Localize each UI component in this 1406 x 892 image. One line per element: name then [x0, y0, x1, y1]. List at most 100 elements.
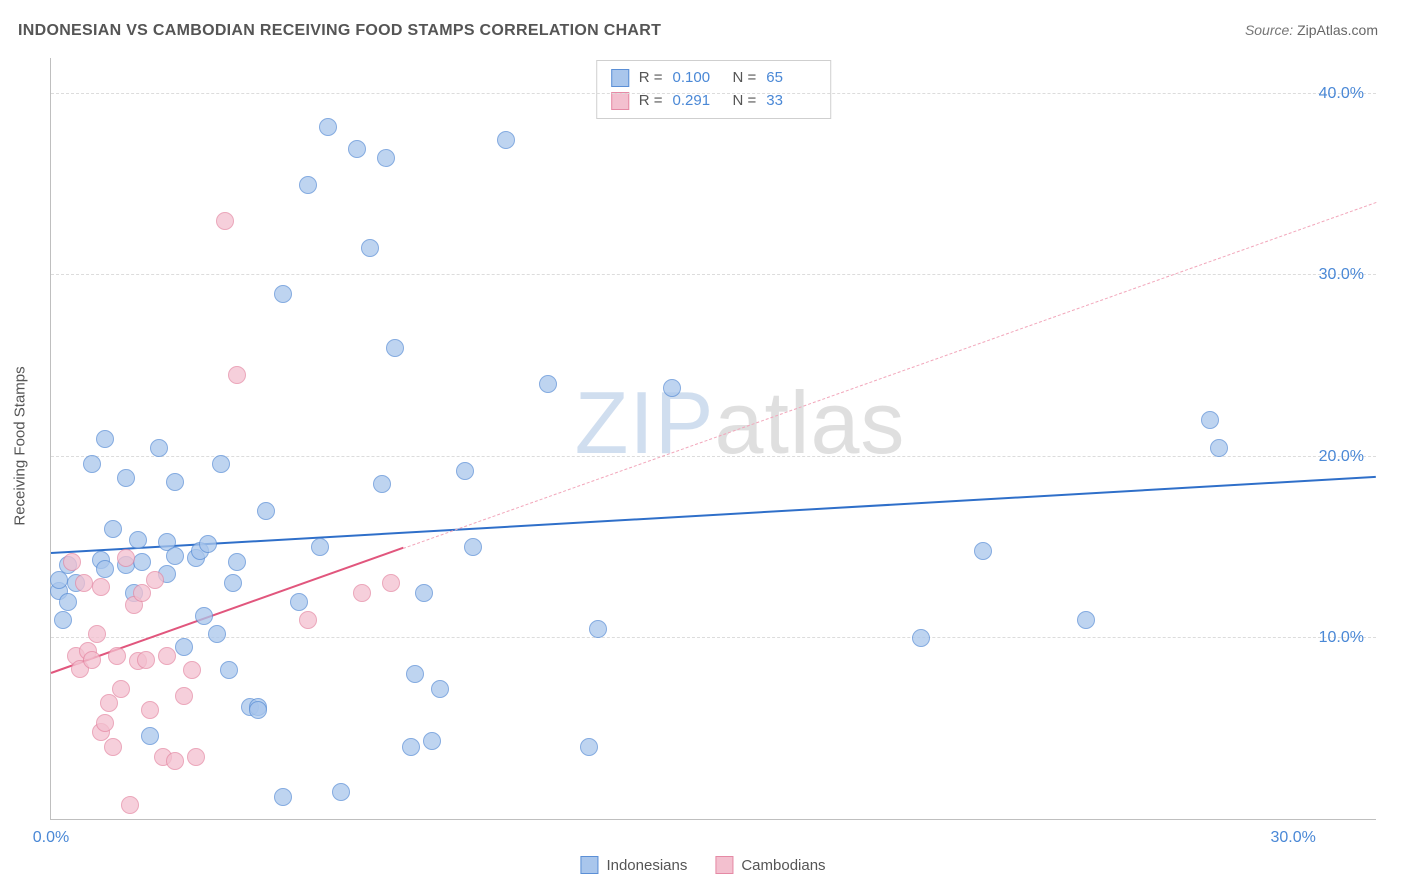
- data-point: [415, 584, 433, 602]
- plot-area: ZIPatlas R = 0.100 N = 65 R = 0.291 N = …: [50, 58, 1376, 820]
- data-point: [63, 553, 81, 571]
- watermark-part-b: atlas: [715, 373, 906, 472]
- y-tick-label: 30.0%: [1319, 266, 1364, 284]
- data-point: [187, 748, 205, 766]
- data-point: [208, 625, 226, 643]
- legend-swatch-1: [611, 92, 629, 110]
- data-point: [257, 502, 275, 520]
- data-point: [406, 665, 424, 683]
- data-point: [75, 574, 93, 592]
- data-point: [311, 538, 329, 556]
- data-point: [100, 694, 118, 712]
- data-point: [431, 680, 449, 698]
- data-point: [912, 629, 930, 647]
- data-point: [199, 535, 217, 553]
- data-point: [212, 455, 230, 473]
- data-point: [274, 788, 292, 806]
- data-point: [121, 796, 139, 814]
- legend-bottom-item-0: Indonesians: [580, 856, 687, 874]
- data-point: [249, 701, 267, 719]
- data-point: [166, 473, 184, 491]
- data-point: [220, 661, 238, 679]
- data-point: [1210, 439, 1228, 457]
- x-tick-label: 0.0%: [33, 829, 69, 847]
- gridline: [51, 274, 1376, 275]
- data-point: [150, 439, 168, 457]
- legend-bottom: Indonesians Cambodians: [580, 856, 825, 874]
- source-value: ZipAtlas.com: [1297, 22, 1378, 38]
- data-point: [117, 549, 135, 567]
- data-point: [175, 687, 193, 705]
- data-point: [402, 738, 420, 756]
- data-point: [299, 611, 317, 629]
- data-point: [228, 366, 246, 384]
- data-point: [195, 607, 213, 625]
- data-point: [382, 574, 400, 592]
- data-point: [377, 149, 395, 167]
- data-point: [112, 680, 130, 698]
- trend-line: [51, 476, 1376, 554]
- data-point: [224, 574, 242, 592]
- data-point: [464, 538, 482, 556]
- legend-N-value-0: 65: [766, 67, 816, 90]
- data-point: [141, 701, 159, 719]
- data-point: [175, 638, 193, 656]
- data-point: [183, 661, 201, 679]
- legend-R-value-0: 0.100: [673, 67, 723, 90]
- data-point: [423, 732, 441, 750]
- data-point: [274, 285, 292, 303]
- x-tick-label: 30.0%: [1271, 829, 1316, 847]
- data-point: [96, 714, 114, 732]
- data-point: [589, 620, 607, 638]
- data-point: [1077, 611, 1095, 629]
- source-attribution: Source: ZipAtlas.com: [1245, 22, 1378, 38]
- data-point: [59, 593, 77, 611]
- y-axis-label: Receiving Food Stamps: [12, 366, 29, 525]
- data-point: [104, 520, 122, 538]
- data-point: [974, 542, 992, 560]
- data-point: [133, 553, 151, 571]
- data-point: [539, 375, 557, 393]
- y-tick-label: 40.0%: [1319, 85, 1364, 103]
- legend-bottom-item-1: Cambodians: [715, 856, 825, 874]
- data-point: [83, 651, 101, 669]
- data-point: [83, 455, 101, 473]
- data-point: [319, 118, 337, 136]
- data-point: [108, 647, 126, 665]
- gridline: [51, 456, 1376, 457]
- data-point: [386, 339, 404, 357]
- data-point: [146, 571, 164, 589]
- data-point: [104, 738, 122, 756]
- gridline: [51, 93, 1376, 94]
- data-point: [129, 531, 147, 549]
- legend-bottom-swatch-0: [580, 856, 598, 874]
- data-point: [348, 140, 366, 158]
- y-tick-label: 10.0%: [1319, 629, 1364, 647]
- data-point: [456, 462, 474, 480]
- y-tick-label: 20.0%: [1319, 448, 1364, 466]
- legend-R-label-0: R =: [639, 67, 663, 90]
- data-point: [158, 647, 176, 665]
- data-point: [373, 475, 391, 493]
- data-point: [54, 611, 72, 629]
- data-point: [228, 553, 246, 571]
- legend-N-label-0: N =: [733, 67, 757, 90]
- data-point: [137, 651, 155, 669]
- data-point: [88, 625, 106, 643]
- data-point: [299, 176, 317, 194]
- data-point: [353, 584, 371, 602]
- chart-container: INDONESIAN VS CAMBODIAN RECEIVING FOOD S…: [0, 0, 1406, 892]
- data-point: [166, 752, 184, 770]
- data-point: [332, 783, 350, 801]
- data-point: [290, 593, 308, 611]
- gridline: [51, 637, 1376, 638]
- data-point: [497, 131, 515, 149]
- legend-stats-row-0: R = 0.100 N = 65: [611, 67, 817, 90]
- legend-bottom-label-0: Indonesians: [606, 857, 687, 874]
- data-point: [141, 727, 159, 745]
- legend-swatch-0: [611, 69, 629, 87]
- data-point: [117, 469, 135, 487]
- data-point: [96, 430, 114, 448]
- data-point: [92, 578, 110, 596]
- data-point: [361, 239, 379, 257]
